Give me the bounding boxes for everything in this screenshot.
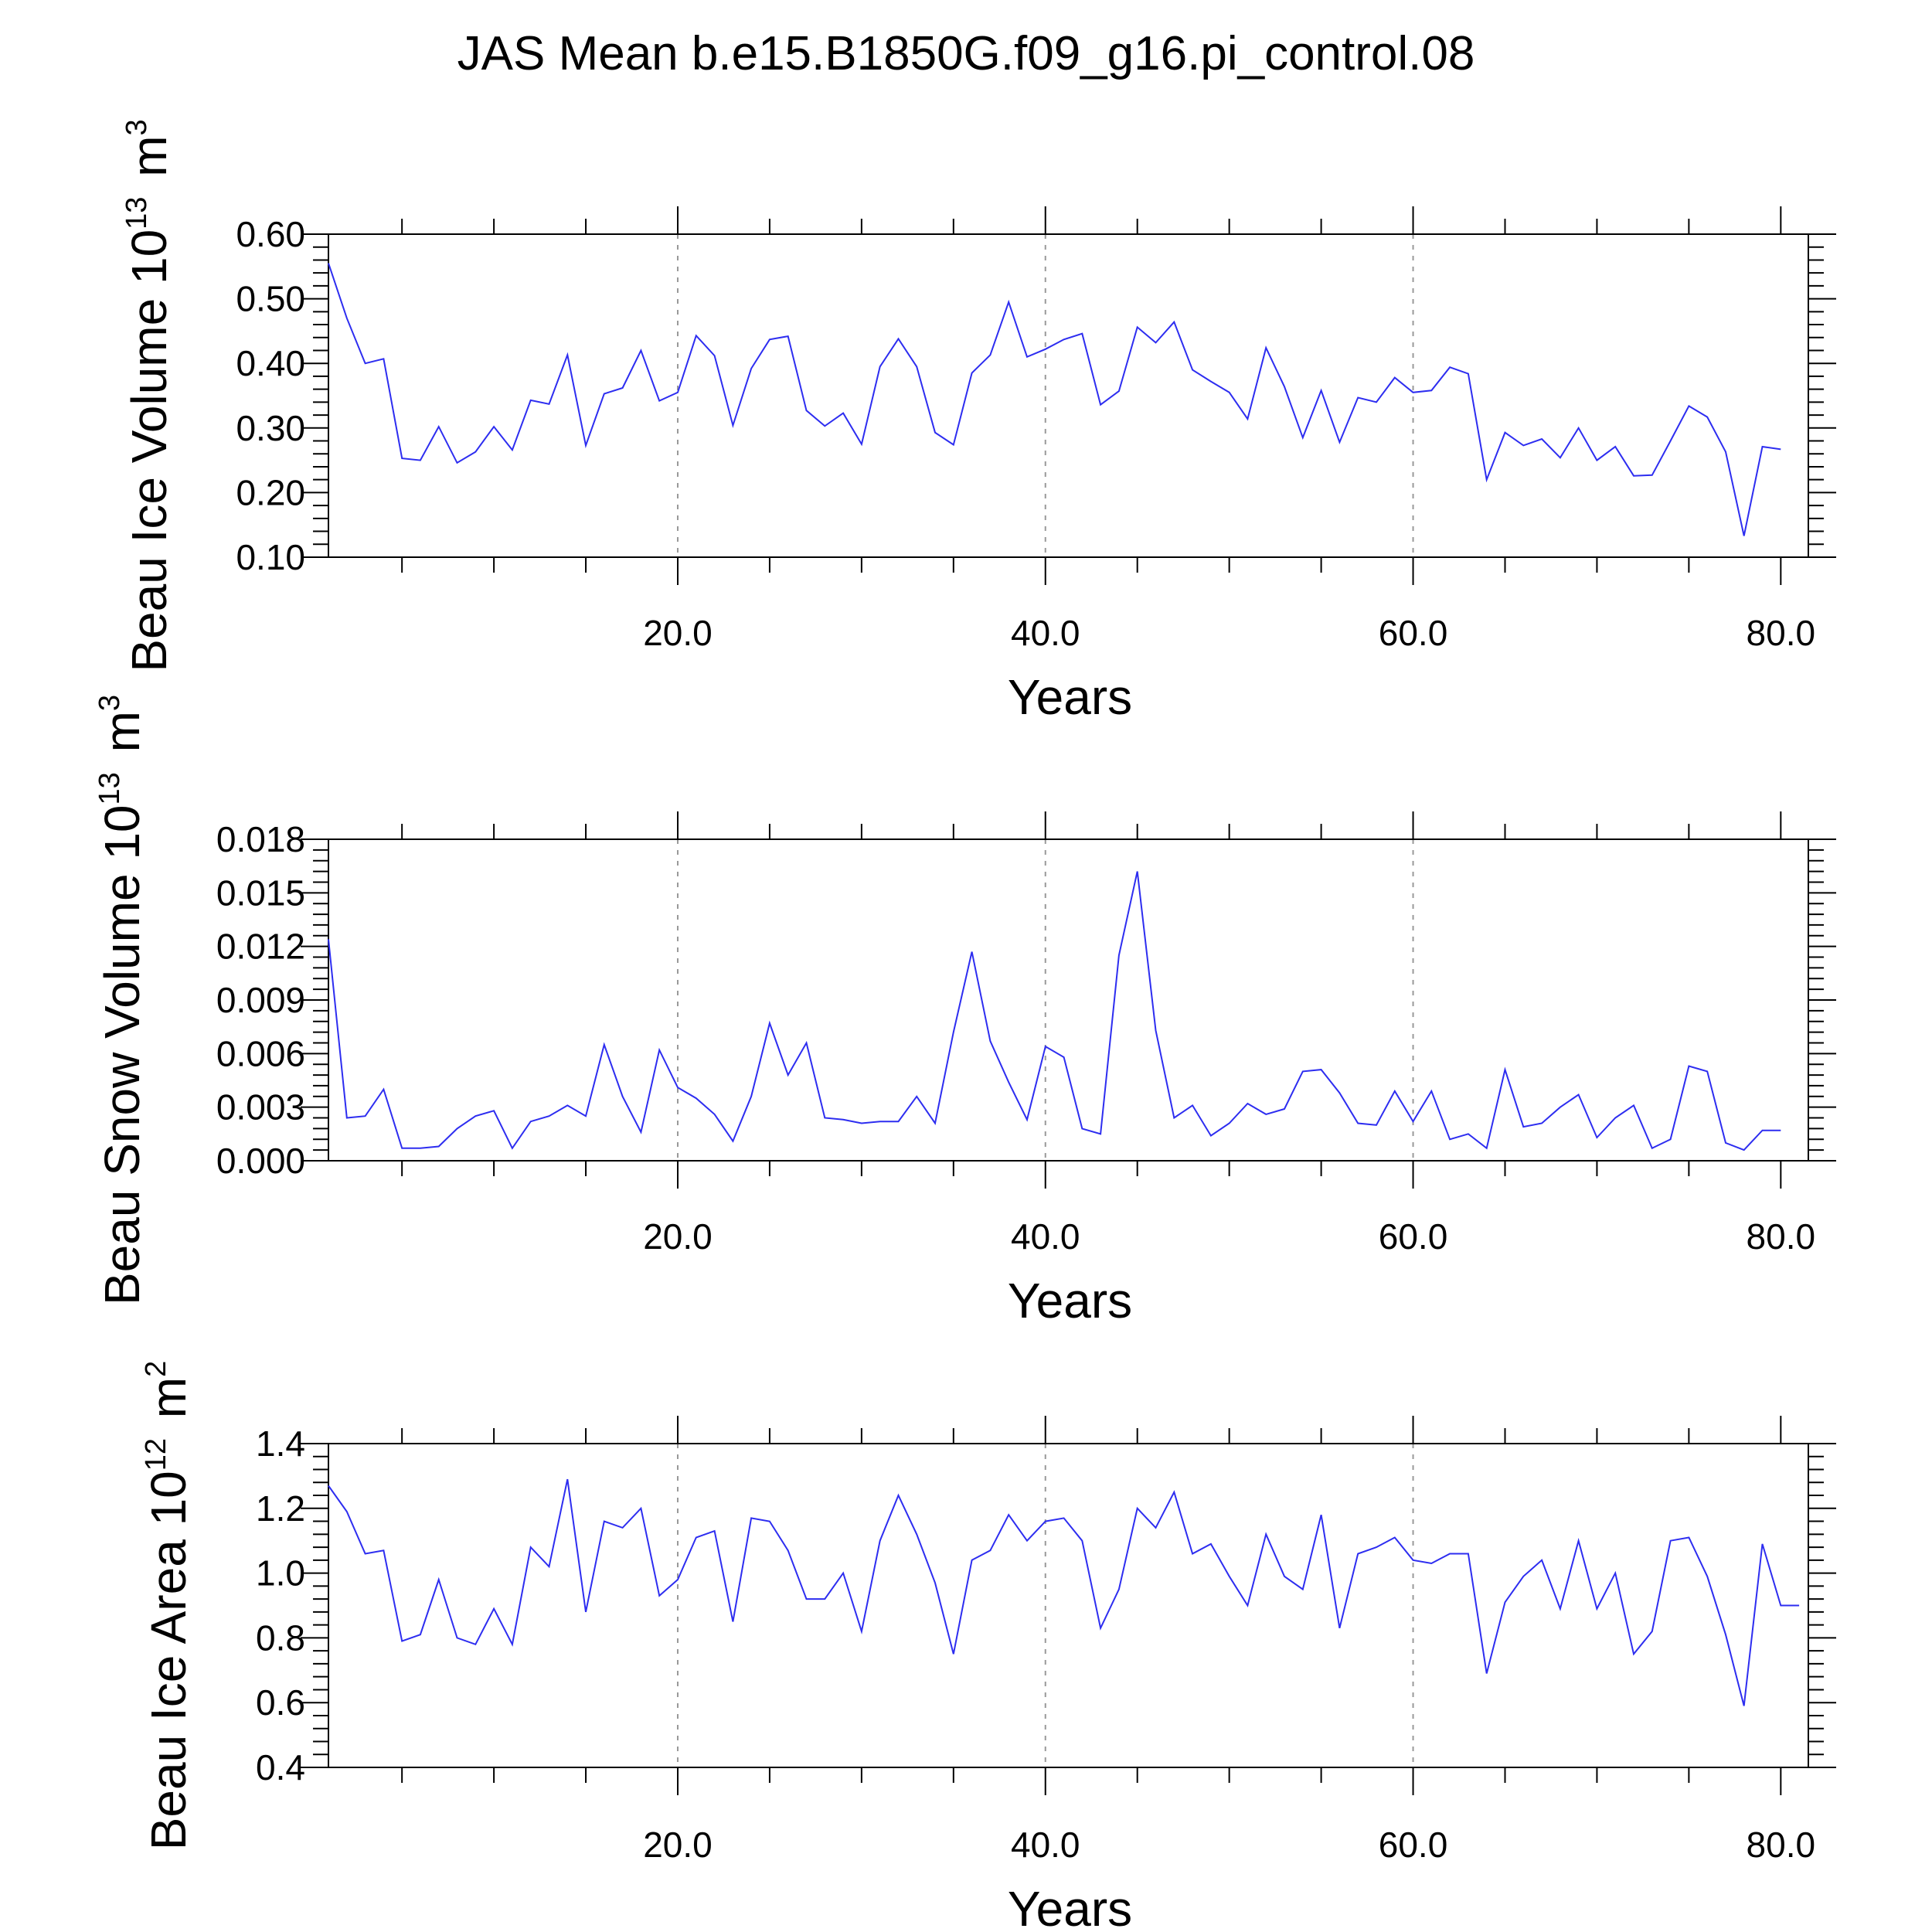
y-tick-label: 1.2 <box>256 1488 305 1529</box>
y-tick-label: 0.6 <box>256 1682 305 1723</box>
x-tick-label: 80.0 <box>1747 613 1816 653</box>
x-tick-label: 80.0 <box>1747 1216 1816 1257</box>
plot-frame <box>328 233 1809 558</box>
x-tick-label: 60.0 <box>1379 1216 1448 1257</box>
x-tick-label: 20.0 <box>643 1216 713 1257</box>
x-tick-label: 20.0 <box>643 1825 713 1865</box>
x-axis-title: Years <box>1008 1273 1132 1328</box>
series-line <box>328 1478 1800 1706</box>
y-tick-label: 0.000 <box>216 1141 305 1181</box>
y-axis-title: Beau Snow Volume 1013 m3 <box>94 695 150 1305</box>
series-line <box>328 263 1781 536</box>
y-tick-label: 0.60 <box>236 214 305 254</box>
y-tick-label: 0.006 <box>216 1033 305 1073</box>
y-tick-label: 0.20 <box>236 472 305 512</box>
y-tick-label: 0.40 <box>236 343 305 383</box>
x-tick-label: 60.0 <box>1379 613 1448 653</box>
chart-title: JAS Mean b.e15.B1850G.f09_g16.pi_control… <box>457 27 1475 80</box>
y-tick-label: 0.4 <box>256 1747 305 1787</box>
y-tick-label: 0.10 <box>236 537 305 577</box>
x-tick-label: 40.0 <box>1011 1216 1080 1257</box>
y-tick-label: 0.50 <box>236 279 305 319</box>
y-axis-title: Beau Ice Area 1012 m2 <box>140 1361 196 1851</box>
x-axis-title: Years <box>1008 669 1132 725</box>
x-axis-title: Years <box>1008 1881 1132 1932</box>
panel-2: 0.000 0.003 0.006 0.009 0.012 0.015 0.018 20.0 4… <box>94 695 1836 1328</box>
plot-frame <box>328 1443 1809 1768</box>
y-tick-label: 0.009 <box>216 980 305 1020</box>
y-tick-label: 0.003 <box>216 1087 305 1128</box>
series-line <box>328 871 1781 1151</box>
panels: 0.10 0.20 0.30 0.40 0.50 0.60 20.0 40.0 60.0 80.0… <box>94 119 1836 1932</box>
panel-1: 0.10 0.20 0.30 0.40 0.50 0.60 20.0 40.0 60.0 80.0… <box>121 119 1836 725</box>
y-tick-label: 1.4 <box>256 1423 305 1464</box>
x-tick-label: 40.0 <box>1011 613 1080 653</box>
y-tick-label: 0.012 <box>216 927 305 967</box>
x-tick-label: 40.0 <box>1011 1825 1080 1865</box>
y-tick-label: 0.015 <box>216 872 305 913</box>
x-tick-label: 80.0 <box>1747 1825 1816 1865</box>
x-tick-label: 60.0 <box>1379 1825 1448 1865</box>
panel-3: 0.4 0.6 0.8 1.0 1.2 1.4 20.0 40.0 60.0 80.0 Years B… <box>140 1361 1836 1932</box>
y-tick-label: 0.8 <box>256 1617 305 1658</box>
y-tick-label: 1.0 <box>256 1553 305 1594</box>
x-tick-label: 20.0 <box>643 613 713 653</box>
y-axis-title: Beau Ice Volume 1013 m3 <box>121 119 177 672</box>
y-tick-label: 0.30 <box>236 408 305 448</box>
y-tick-label: 0.018 <box>216 819 305 859</box>
